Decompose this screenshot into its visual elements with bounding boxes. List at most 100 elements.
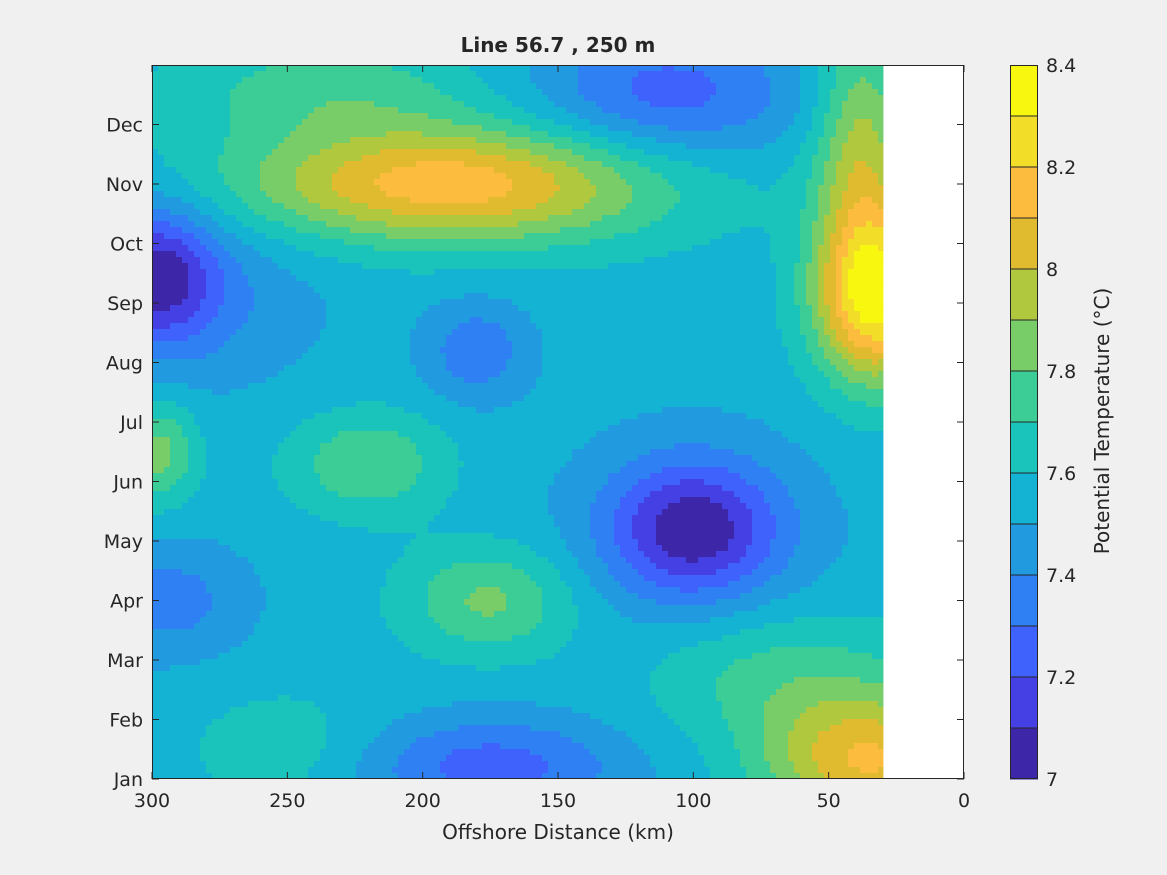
contour-cell xyxy=(398,209,405,216)
contour-cell xyxy=(218,287,225,294)
contour-cell xyxy=(356,137,363,144)
contour-cell xyxy=(338,263,345,270)
contour-cell xyxy=(434,155,441,162)
contour-cell xyxy=(722,119,729,126)
contour-cell xyxy=(374,131,381,138)
contour-cell xyxy=(578,191,585,198)
contour-cell xyxy=(656,197,663,204)
contour-cell xyxy=(302,119,309,126)
contour-cell xyxy=(188,245,195,252)
contour-cell xyxy=(746,95,753,102)
contour-cell xyxy=(272,125,279,132)
contour-cell xyxy=(554,305,561,312)
contour-cell xyxy=(470,137,477,144)
contour-cell xyxy=(602,239,609,246)
contour-cell xyxy=(560,77,567,84)
contour-cell xyxy=(446,299,453,306)
contour-cell xyxy=(512,257,519,264)
contour-cell xyxy=(230,227,237,234)
contour-cell xyxy=(800,107,807,114)
contour-cell xyxy=(668,167,675,174)
contour-cell xyxy=(752,131,759,138)
contour-cell xyxy=(200,107,207,114)
contour-cell xyxy=(710,143,717,150)
contour-cell xyxy=(554,263,561,270)
contour-cell xyxy=(476,167,483,174)
contour-cell xyxy=(380,95,387,102)
contour-cell xyxy=(788,113,795,120)
contour-cell xyxy=(626,167,633,174)
contour-cell xyxy=(434,221,441,228)
contour-cell xyxy=(626,197,633,204)
contour-cell xyxy=(674,275,681,282)
contour-cell xyxy=(794,191,801,198)
contour-cell xyxy=(290,269,297,276)
contour-cell xyxy=(488,221,495,228)
contour-cell xyxy=(566,197,573,204)
contour-cell xyxy=(614,263,621,270)
contour-cell xyxy=(392,71,399,78)
contour-cell xyxy=(656,155,663,162)
contour-cell xyxy=(452,281,459,288)
contour-cell xyxy=(392,185,399,192)
contour-cell xyxy=(764,293,771,300)
contour-cell xyxy=(602,179,609,186)
contour-cell xyxy=(380,251,387,258)
contour-cell xyxy=(830,137,837,144)
contour-cell xyxy=(404,251,411,258)
contour-cell xyxy=(596,77,603,84)
contour-cell xyxy=(572,71,579,78)
contour-cell xyxy=(878,203,884,210)
contour-cell xyxy=(776,227,783,234)
contour-cell xyxy=(548,119,555,126)
contour-cell xyxy=(512,89,519,96)
contour-cell xyxy=(170,65,177,72)
contour-cell xyxy=(458,167,465,174)
contour-cell xyxy=(596,287,603,294)
contour-cell xyxy=(554,113,561,120)
contour-cell xyxy=(260,257,267,264)
contour-cell xyxy=(788,305,795,312)
contour-cell xyxy=(410,287,417,294)
contour-cell xyxy=(200,167,207,174)
contour-cell xyxy=(404,281,411,288)
contour-cell xyxy=(260,227,267,234)
contour-cell xyxy=(566,251,573,258)
contour-cell xyxy=(740,143,747,150)
contour-cell xyxy=(152,233,159,240)
contour-cell xyxy=(590,239,597,246)
contour-cell xyxy=(236,77,243,84)
contour-cell xyxy=(734,71,741,78)
contour-cell xyxy=(536,155,543,162)
contour-cell xyxy=(752,77,759,84)
contour-cell xyxy=(746,65,753,72)
contour-cell xyxy=(638,119,645,126)
contour-cell xyxy=(194,95,201,102)
contour-cell xyxy=(416,119,423,126)
contour-cell xyxy=(500,119,507,126)
contour-cell xyxy=(356,281,363,288)
contour-cell xyxy=(584,203,591,210)
contour-cell xyxy=(254,239,261,246)
contour-cell xyxy=(362,251,369,258)
contour-cell xyxy=(722,137,729,144)
contour-cell xyxy=(248,155,255,162)
contour-cell xyxy=(314,107,321,114)
contour-cell xyxy=(716,293,723,300)
contour-cell xyxy=(782,113,789,120)
contour-cell xyxy=(464,131,471,138)
contour-cell xyxy=(266,245,273,252)
contour-cell xyxy=(302,167,309,174)
contour-cell xyxy=(278,65,285,72)
contour-cell xyxy=(704,83,711,90)
contour-cell xyxy=(806,71,813,78)
contour-cell xyxy=(428,215,435,222)
contour-cell xyxy=(872,275,879,282)
contour-cell xyxy=(668,263,675,270)
contour-cell xyxy=(602,83,609,90)
contour-cell xyxy=(698,161,705,168)
contour-cell xyxy=(638,95,645,102)
contour-cell xyxy=(788,287,795,294)
contour-cell xyxy=(812,305,819,312)
contour-cell xyxy=(218,131,225,138)
